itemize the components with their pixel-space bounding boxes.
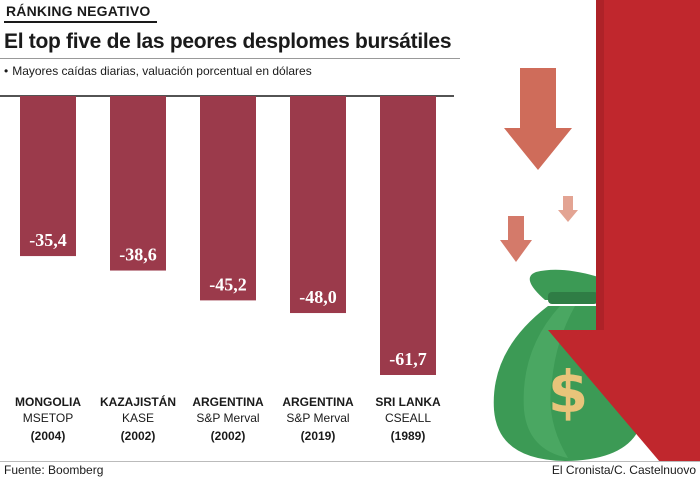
category-index: S&P Merval — [196, 411, 260, 425]
category-country: KAZAJISTÁN — [99, 395, 176, 409]
category-index: MSETOP — [22, 411, 74, 425]
category-year: (2002) — [210, 429, 246, 443]
illustration: $ — [493, 0, 700, 462]
footer-divider — [0, 461, 700, 462]
bar-group: -35,4 -38,6 -45,2 -48,0 -61,7 — [20, 96, 436, 375]
small-down-arrow-icon-3 — [558, 196, 578, 222]
bar-value-label-1: -35,4 — [29, 230, 67, 250]
category-label-2: KAZAJISTÁN KASE (2002) — [93, 394, 183, 444]
bar-value-label-2: -38,6 — [119, 245, 157, 265]
bar-5 — [380, 96, 436, 375]
page-title: El top five de las peores desplomes burs… — [4, 30, 452, 53]
category-label-1: MONGOLIA MSETOP (2004) — [3, 394, 93, 444]
bullet-icon: • — [4, 64, 9, 78]
category-country: ARGENTINA — [192, 395, 264, 409]
source-note: Fuente: Boomberg — [4, 463, 104, 477]
category-country: SRI LANKA — [375, 395, 441, 409]
title-divider — [0, 58, 460, 59]
chart-subtitle: • Mayores caídas diarias, valuación porce… — [4, 64, 312, 78]
big-arrow-shadow — [596, 0, 604, 330]
category-index: KASE — [121, 411, 154, 425]
kicker: RÁNKING NEGATIVO — [4, 3, 157, 23]
bar-1 — [20, 96, 76, 257]
category-country: ARGENTINA — [282, 395, 354, 409]
small-down-arrow-icon-1 — [504, 68, 572, 170]
bar-2 — [110, 96, 166, 271]
category-year: (2002) — [120, 429, 156, 443]
bar-value-label-4: -48,0 — [299, 287, 337, 307]
category-index: S&P Merval — [286, 411, 350, 425]
big-down-arrow-icon — [548, 0, 700, 462]
bar-3 — [200, 96, 256, 301]
subtitle-text: Mayores caídas diarias, valuación porcen… — [12, 64, 312, 78]
bar-value-label-3: -45,2 — [209, 274, 247, 294]
category-year: (2004) — [30, 429, 66, 443]
category-year: (1989) — [390, 429, 426, 443]
category-country: MONGOLIA — [15, 395, 81, 409]
bar-4 — [290, 96, 346, 314]
credit-note: El Cronista/C. Castelnuovo — [551, 463, 696, 477]
money-bag-icon: $ — [493, 269, 645, 461]
bar-value-label-5: -61,7 — [389, 349, 427, 369]
category-index: CSEALL — [384, 411, 432, 425]
small-down-arrow-icon-2 — [500, 216, 532, 262]
category-label-4: ARGENTINA S&P Merval (2019) — [273, 394, 363, 444]
category-label-5: SRI LANKA CSEALL (1989) — [363, 394, 453, 444]
category-label-3: ARGENTINA S&P Merval (2002) — [183, 394, 273, 444]
category-year: (2019) — [300, 429, 336, 443]
